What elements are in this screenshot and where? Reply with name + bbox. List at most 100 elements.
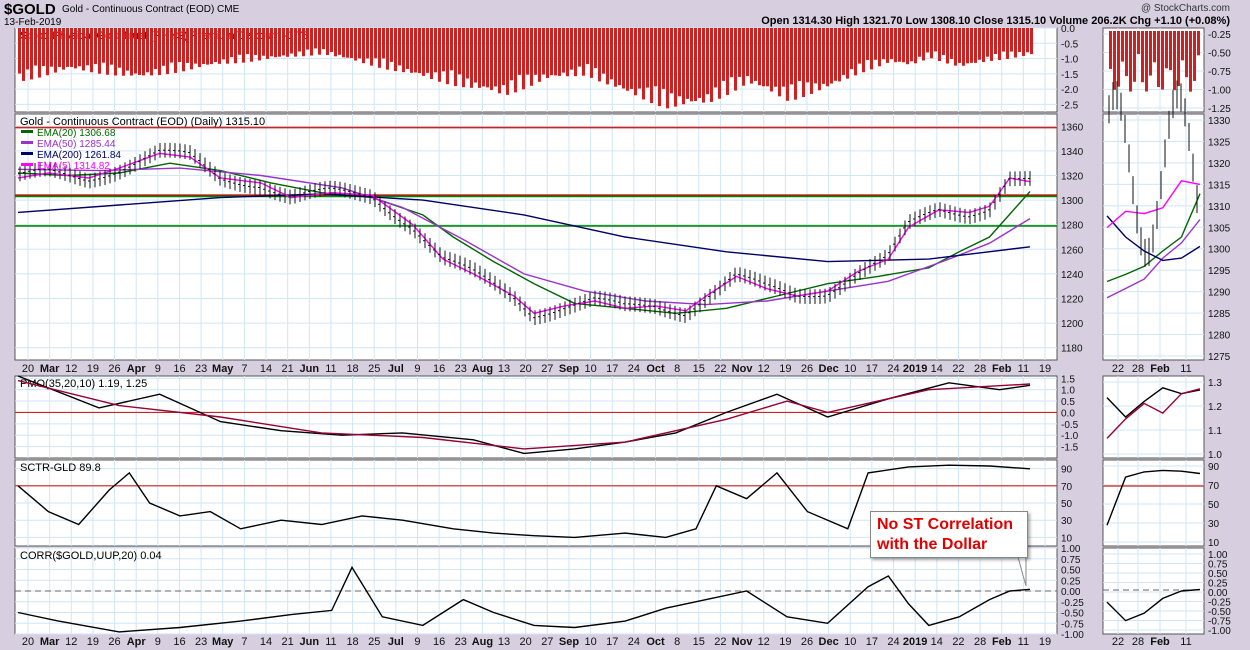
x-tick-label: 13 — [498, 636, 510, 648]
premium-bar — [338, 28, 341, 55]
premium-bar — [866, 28, 869, 60]
premium-bar — [1189, 31, 1192, 92]
premium-bar — [50, 28, 53, 67]
premium-bar — [110, 28, 113, 65]
premium-bar — [906, 28, 909, 65]
y-tick-label: 30 — [1061, 516, 1073, 527]
premium-bar — [118, 28, 121, 68]
premium-bar — [446, 28, 449, 85]
premium-bar — [1165, 31, 1168, 69]
x-tick-label: 17 — [866, 363, 878, 375]
premium-bar — [706, 28, 709, 95]
y-tick-label: 0.50 — [1061, 566, 1081, 577]
premium-bar — [462, 28, 465, 88]
inset-y-tick-label: 1.1 — [1208, 426, 1222, 437]
premium-bar — [114, 28, 117, 76]
premium-bar — [778, 28, 781, 97]
inset-y-tick-label: 1330 — [1208, 116, 1231, 127]
x-tick-label: 12 — [65, 363, 77, 375]
inset-bg — [1102, 459, 1205, 547]
legend-label: EMA(5) 1314.82 — [37, 161, 110, 172]
premium-bar — [942, 28, 945, 56]
x-tick-label: 27 — [541, 636, 553, 648]
x-tick-label: Mar — [40, 636, 60, 648]
premium-bar — [686, 28, 689, 99]
x-tick-label: 20 — [22, 363, 34, 375]
inset-y-tick-label: 1.00 — [1208, 550, 1228, 561]
inset-y-tick-label: 30 — [1208, 519, 1220, 530]
x-tick-label: 13 — [498, 363, 510, 375]
inset-y-tick-label: -0.50 — [1208, 607, 1231, 618]
panel-title: SCTR-GLD 89.8 — [20, 462, 101, 474]
premium-bar — [834, 28, 837, 81]
x-tick-label: Aug — [472, 363, 493, 375]
x-tick-label: 9 — [414, 363, 420, 375]
premium-bar — [966, 28, 969, 64]
panel-2: 1.51.00.50.0-0.5-1.0-1.51.31.21.11.0PMO(… — [14, 374, 1222, 461]
x-tick-label: 23 — [195, 636, 207, 648]
x-tick-label: Jul — [388, 636, 404, 648]
premium-bar — [1121, 31, 1124, 62]
premium-bar — [954, 28, 957, 66]
premium-bar — [582, 28, 585, 76]
premium-bar — [238, 28, 241, 55]
premium-bar — [586, 28, 589, 65]
inset-y-tick-label: 10 — [1208, 538, 1220, 549]
panel-4: 1.000.750.500.250.00-0.25-0.50-0.75-1.00… — [14, 544, 1231, 641]
y-tick-label: 1200 — [1061, 319, 1084, 330]
x-tick-label: 16 — [173, 363, 185, 375]
premium-bar — [142, 28, 145, 76]
x-tick-label: 28 — [974, 363, 986, 375]
premium-bar — [330, 28, 333, 52]
x-tick-label: 21 — [282, 636, 294, 648]
x-tick-label: Nov — [732, 363, 754, 375]
premium-bar — [1141, 31, 1144, 83]
premium-bar — [486, 28, 489, 88]
inset-y-tick-label: 0.75 — [1208, 560, 1228, 571]
y-tick-label: 70 — [1061, 482, 1073, 493]
premium-bar — [650, 28, 653, 104]
premium-bar — [854, 28, 857, 76]
premium-bar — [466, 28, 469, 79]
premium-bar — [278, 28, 281, 57]
x-tick-label: 22 — [952, 636, 964, 648]
premium-bar — [106, 28, 109, 75]
inset-bg — [1102, 375, 1205, 459]
y-tick-label: 0.0 — [1061, 408, 1075, 419]
premium-bar — [370, 28, 373, 66]
inset-x-tick-label: 22 — [1112, 636, 1124, 648]
premium-bar — [30, 28, 33, 80]
premium-bar — [138, 28, 141, 75]
premium-bar — [874, 28, 877, 60]
x-tick-label: 18 — [346, 636, 358, 648]
premium-bar — [1197, 31, 1200, 56]
x-tick-label: 21 — [282, 363, 294, 375]
premium-bar — [326, 28, 329, 56]
premium-bar — [826, 28, 829, 87]
y-tick-label: 1260 — [1061, 245, 1084, 256]
premium-bar — [594, 28, 597, 69]
x-tick-label: 8 — [674, 363, 680, 375]
inset-y-tick-label: -1.25 — [1208, 104, 1231, 115]
premium-bar — [610, 28, 613, 80]
premium-bar — [342, 28, 345, 58]
inset-y-tick-label: 1285 — [1208, 309, 1231, 320]
premium-bar — [102, 28, 105, 63]
premium-bar — [290, 28, 293, 54]
premium-bar — [82, 28, 85, 71]
x-tick-label: Oct — [646, 363, 665, 375]
x-tick-label: 24 — [887, 636, 899, 648]
premium-bar — [42, 28, 45, 67]
y-tick-label: 0.00 — [1061, 587, 1081, 598]
x-tick-label: 2019 — [903, 363, 927, 375]
premium-bar — [74, 28, 77, 69]
inset-y-tick-label: 1.0 — [1208, 450, 1222, 461]
legend-swatch — [21, 152, 33, 155]
inset-x-tick-label: Feb — [1150, 636, 1170, 648]
y-tick-label: 1340 — [1061, 147, 1084, 158]
x-tick-label: May — [212, 363, 234, 375]
premium-bar — [878, 28, 881, 67]
x-tick-label: 25 — [368, 636, 380, 648]
premium-bar — [734, 28, 737, 91]
